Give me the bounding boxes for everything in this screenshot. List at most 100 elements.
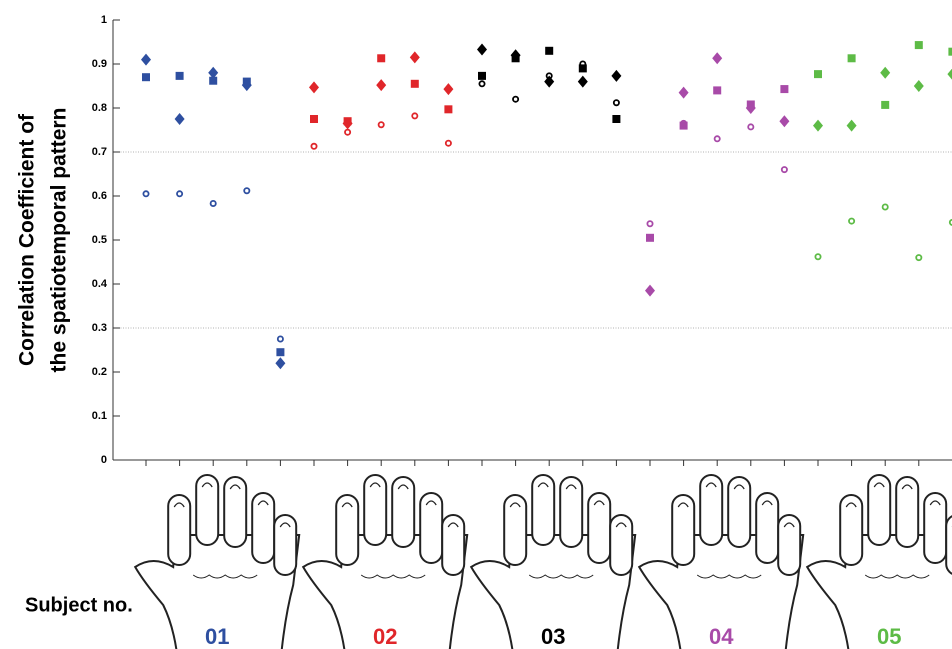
hand-finger bbox=[335, 494, 360, 566]
circle-marker bbox=[780, 166, 788, 174]
finger-nail bbox=[279, 522, 291, 528]
hand-finger bbox=[727, 476, 752, 548]
finger-nail bbox=[397, 484, 409, 490]
diamond-marker bbox=[174, 113, 185, 125]
circle-marker bbox=[512, 95, 520, 103]
square-marker bbox=[814, 70, 822, 79]
circle-marker bbox=[243, 187, 251, 195]
y-tick-label: 0.5 bbox=[92, 234, 107, 246]
circle-marker bbox=[276, 335, 284, 343]
hand-finger bbox=[419, 492, 444, 564]
finger-nail bbox=[369, 482, 381, 488]
diamond-marker bbox=[880, 66, 891, 79]
hand-finger bbox=[867, 474, 892, 546]
hand-icon bbox=[637, 474, 805, 649]
circle-marker bbox=[411, 112, 419, 120]
subject-label: 05 bbox=[877, 624, 901, 649]
subject-label: 02 bbox=[373, 624, 397, 649]
hand-finger bbox=[363, 474, 388, 546]
square-marker bbox=[276, 348, 285, 357]
y-tick-label: 0.1 bbox=[92, 410, 107, 422]
circle-marker bbox=[713, 135, 721, 143]
diamond-marker bbox=[577, 75, 588, 88]
hand-finger bbox=[923, 492, 948, 564]
hand-icon bbox=[133, 474, 301, 649]
circle-marker bbox=[310, 142, 318, 150]
circle-marker bbox=[848, 217, 856, 225]
diamond-marker bbox=[141, 53, 151, 66]
circle-marker bbox=[612, 99, 620, 107]
y-tick-label: 0 bbox=[101, 454, 107, 466]
finger-nail bbox=[901, 484, 913, 490]
diamond-marker bbox=[443, 83, 454, 96]
palm-crease bbox=[360, 574, 426, 579]
subject-label: 04 bbox=[709, 624, 734, 649]
hand-finger bbox=[609, 514, 634, 576]
subject-label: 03 bbox=[541, 624, 565, 649]
hand-finger bbox=[895, 476, 920, 548]
square-marker bbox=[914, 41, 923, 50]
circle-marker bbox=[646, 220, 654, 228]
circle-marker bbox=[176, 190, 184, 198]
circle-marker bbox=[579, 60, 587, 68]
finger-nail bbox=[537, 482, 549, 488]
finger-nail bbox=[425, 500, 437, 506]
square-marker bbox=[377, 54, 386, 63]
hand-finger bbox=[441, 514, 466, 576]
x-axis-label: Subject no. bbox=[25, 594, 133, 616]
palm-crease bbox=[696, 574, 762, 579]
diamond-marker bbox=[846, 119, 857, 132]
diamond-marker bbox=[376, 79, 387, 92]
palm-crease bbox=[192, 574, 258, 579]
hand-finger bbox=[777, 514, 802, 576]
hand-icon bbox=[469, 474, 637, 649]
hand-finger bbox=[167, 494, 192, 566]
diamond-marker bbox=[208, 66, 219, 79]
hand-finger bbox=[671, 494, 696, 566]
hand-finger bbox=[251, 492, 276, 564]
circle-marker bbox=[478, 80, 486, 88]
finger-nail bbox=[565, 484, 577, 490]
square-marker bbox=[310, 115, 318, 123]
circle-marker bbox=[915, 254, 923, 262]
hand-icon bbox=[805, 474, 952, 649]
hand-finger bbox=[587, 492, 612, 564]
circle-marker bbox=[881, 203, 889, 211]
finger-nail bbox=[845, 502, 857, 508]
y-tick-label: 1 bbox=[101, 14, 107, 26]
square-marker bbox=[713, 86, 722, 95]
square-marker bbox=[209, 76, 218, 85]
square-marker bbox=[612, 115, 621, 123]
hand-finger bbox=[503, 494, 528, 566]
square-marker bbox=[578, 64, 587, 73]
hand-finger bbox=[699, 474, 724, 546]
square-marker bbox=[847, 54, 856, 63]
circle-marker bbox=[814, 253, 822, 261]
finger-nail bbox=[929, 500, 941, 506]
y-tick-label: 0.8 bbox=[92, 102, 107, 114]
palm-crease bbox=[864, 574, 930, 579]
diamond-marker bbox=[947, 68, 952, 80]
hand-icon bbox=[301, 474, 469, 649]
square-marker bbox=[142, 73, 150, 82]
finger-nail bbox=[201, 482, 213, 488]
finger-nail bbox=[873, 482, 885, 488]
y-tick-label: 0.4 bbox=[92, 278, 108, 290]
square-marker bbox=[410, 79, 419, 88]
y-tick-label: 0.6 bbox=[92, 190, 107, 202]
square-marker bbox=[511, 54, 520, 63]
circle-marker bbox=[377, 121, 385, 129]
diamond-marker bbox=[678, 86, 689, 99]
diamond-marker bbox=[309, 81, 319, 94]
square-marker bbox=[478, 71, 486, 80]
y-axis-label: the spatiotemporal pattern bbox=[48, 108, 71, 373]
finger-nail bbox=[593, 500, 605, 506]
palm-crease bbox=[528, 574, 594, 579]
hand-finger bbox=[559, 476, 584, 548]
diamond-marker bbox=[779, 115, 790, 128]
hand-finger bbox=[755, 492, 780, 564]
square-marker bbox=[545, 46, 554, 55]
hand-finger bbox=[839, 494, 864, 566]
hand-finger bbox=[273, 514, 298, 576]
square-marker bbox=[444, 105, 453, 114]
